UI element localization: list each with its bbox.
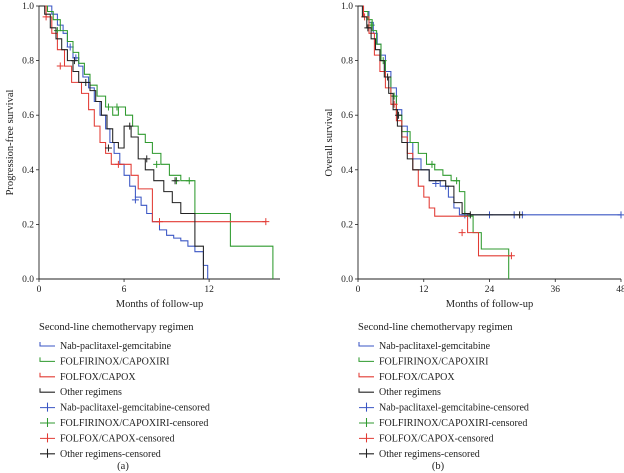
- censor-mark: [70, 57, 78, 65]
- y-tick-label: 1.0: [341, 2, 353, 12]
- censor-mark: [153, 160, 161, 168]
- censor-mark: [56, 62, 64, 70]
- censor-mark: [390, 100, 398, 108]
- y-axis-title: Overall survival: [324, 108, 335, 176]
- x-tick-label: 12: [204, 285, 214, 295]
- km-line-2: [39, 5, 266, 223]
- y-tick-label: 0.0: [341, 275, 353, 285]
- legend-censor-swatch: [40, 433, 55, 443]
- y-tick-label: 0.2: [341, 220, 353, 230]
- legend-entry-label: FOLFOX/CAPOX-censored: [379, 433, 493, 444]
- censor-mark: [428, 160, 436, 168]
- legend-entry-label: Nab-paclitaxel-gemcitabine-censored: [60, 403, 210, 414]
- x-tick-label: 24: [485, 285, 495, 295]
- y-tick-label: 0.0: [22, 275, 34, 285]
- legend-entry-label: Other regimens: [60, 387, 122, 398]
- legend-title: Second-line chemothervapy regimen: [358, 322, 513, 333]
- legend-entry-label: FOLFOX/CAPOX-censored: [60, 433, 174, 444]
- x-tick-label: 0: [356, 285, 361, 295]
- legend-entry-label: Nab-paclitaxel-gemcitabine-censored: [379, 403, 529, 414]
- y-tick-label: 0.2: [22, 220, 34, 230]
- legend-censor-swatch: [359, 433, 374, 443]
- legend-line-swatch: [358, 357, 374, 362]
- censor-mark: [126, 122, 134, 130]
- censor-mark: [82, 78, 90, 86]
- km-line-3: [358, 5, 523, 216]
- legend-line-swatch: [39, 388, 55, 393]
- legend-entry-label: Nab-paclitaxel-gemcitabine: [379, 341, 491, 352]
- km-line-1: [39, 5, 274, 279]
- censor-mark: [171, 177, 179, 185]
- y-tick-label: 0.4: [22, 166, 34, 176]
- legend-line-swatch: [358, 372, 374, 378]
- censor-mark: [185, 177, 193, 185]
- legend-entry-label: Other regimens-censored: [60, 449, 161, 460]
- censor-mark: [617, 211, 624, 219]
- x-axis-title: Months of follow-up: [446, 299, 534, 310]
- y-tick-label: 0.4: [341, 166, 353, 176]
- panel-b-os-chart: 0.0 0.2 0.4 0.6 0.8 1.0 0 12 24 36 48 Months of fol…: [324, 2, 624, 310]
- y-tick-label: 0.6: [22, 111, 34, 121]
- x-tick-label: 6: [122, 285, 127, 295]
- legend-line-swatch: [39, 342, 55, 347]
- censor-mark: [384, 73, 392, 81]
- panel-label-a: (a): [117, 461, 129, 472]
- legend-censor-swatch: [359, 418, 374, 427]
- censor-mark: [466, 211, 474, 219]
- legend-title: Second-line chemothervapy regimen: [39, 322, 194, 333]
- legend-entry-label: FOLFIRINOX/CAPOXIRI: [379, 356, 488, 367]
- censor-mark: [458, 229, 466, 237]
- legend-entry-label: FOLFOX/CAPOX: [379, 372, 455, 383]
- legend-entry-label: FOLFIRINOX/CAPOXIRI: [60, 356, 169, 367]
- x-tick-label: 0: [37, 285, 42, 295]
- legend-line-swatch: [39, 372, 55, 378]
- censor-mark: [390, 92, 398, 100]
- x-tick-label: 12: [419, 285, 429, 295]
- legend-censor-swatch: [40, 418, 55, 427]
- km-line-3: [39, 5, 204, 279]
- legend-entry-label: Other regimens-censored: [379, 449, 480, 460]
- y-tick-label: 1.0: [22, 2, 34, 12]
- legend-censor-swatch: [40, 402, 55, 412]
- km-line-2: [358, 5, 512, 257]
- legend-line-swatch: [358, 342, 374, 347]
- km-line-1: [358, 5, 510, 279]
- censor-mark: [131, 196, 139, 204]
- censor-mark: [395, 111, 403, 119]
- censor-mark: [364, 24, 372, 32]
- y-tick-label: 0.8: [22, 57, 34, 67]
- censor-mark: [113, 103, 121, 111]
- legend-entry-label: FOLFIRINOX/CAPOXIRI-censored: [379, 418, 527, 429]
- legend-line-swatch: [358, 388, 374, 393]
- km-line-0: [39, 5, 209, 279]
- legend-a: Second-line chemothervapy regimen Nab-pac…: [39, 322, 210, 460]
- legend-entry-label: FOLFOX/CAPOX: [60, 372, 136, 383]
- censor-mark: [453, 177, 461, 185]
- censor-mark: [114, 160, 122, 168]
- censor-mark: [507, 252, 515, 260]
- legend-entry-label: FOLFIRINOX/CAPOXIRI-censored: [60, 418, 208, 429]
- legend-line-swatch: [39, 357, 55, 362]
- censor-mark: [262, 218, 270, 226]
- legend-censor-swatch: [359, 402, 374, 412]
- legend-entry-label: Other regimens: [379, 387, 441, 398]
- censor-mark: [156, 218, 163, 226]
- legend-censor-swatch: [40, 448, 55, 458]
- y-tick-label: 0.8: [341, 57, 353, 67]
- x-axis-title: Months of follow-up: [116, 299, 204, 310]
- censor-mark: [143, 155, 151, 163]
- y-axis-title: Progression-free survival: [5, 90, 16, 196]
- panel-label-b: (b): [432, 461, 445, 472]
- legend-censor-swatch: [359, 448, 374, 458]
- censor-mark: [104, 103, 112, 111]
- legend-b: Second-line chemothervapy regimen Nab-pac…: [358, 322, 529, 460]
- censor-mark: [104, 144, 112, 152]
- y-tick-label: 0.6: [341, 111, 353, 121]
- censor-mark: [516, 211, 524, 219]
- x-tick-label: 48: [616, 285, 624, 295]
- legend-entry-label: Nab-paclitaxel-gemcitabine: [60, 341, 172, 352]
- x-tick-label: 36: [551, 285, 561, 295]
